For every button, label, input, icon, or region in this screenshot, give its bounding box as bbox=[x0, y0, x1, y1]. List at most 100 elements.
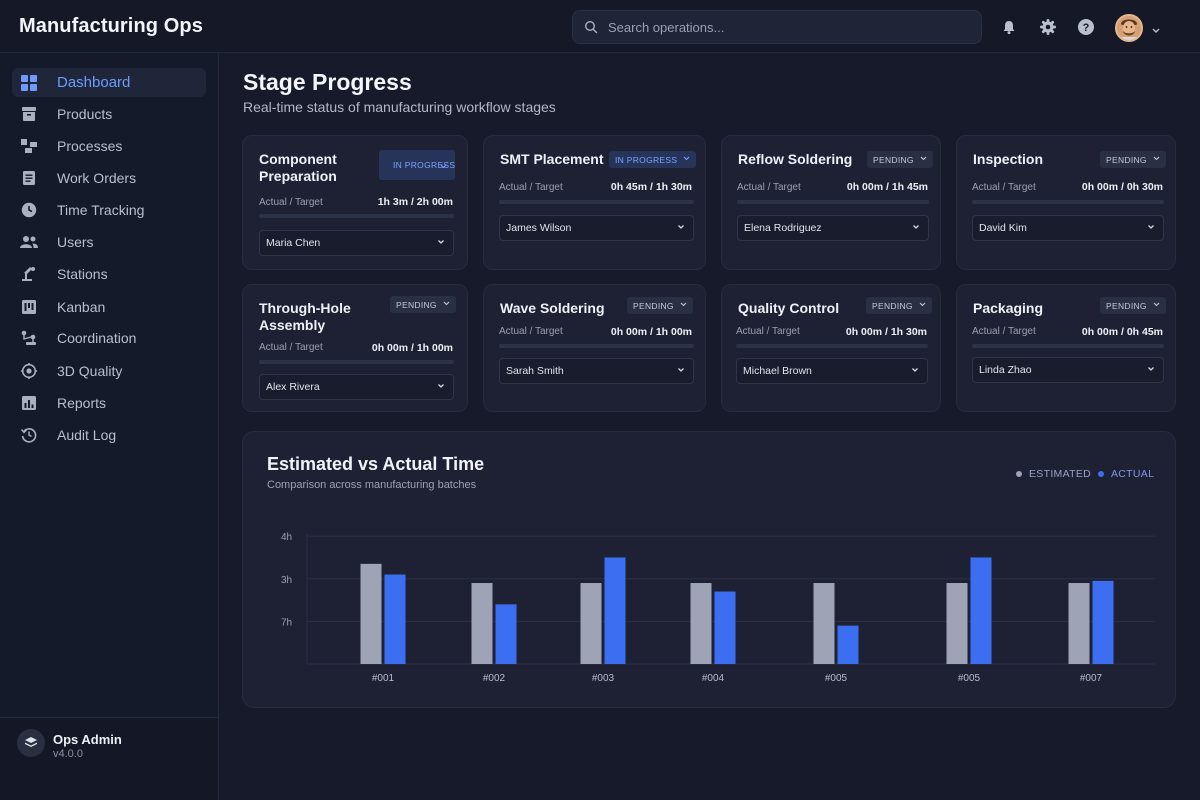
status-label: PENDING bbox=[1106, 300, 1147, 311]
bar-actual[interactable] bbox=[604, 557, 626, 664]
operator-select[interactable]: David Kim bbox=[972, 215, 1164, 241]
chevron-down-icon[interactable] bbox=[1151, 22, 1161, 40]
operator-select[interactable]: Alex Rivera bbox=[259, 374, 454, 400]
status-badge[interactable]: IN PROGRESS bbox=[609, 151, 697, 168]
bell-icon[interactable] bbox=[999, 17, 1019, 37]
top-bar: Manufacturing Ops ? bbox=[0, 0, 1200, 53]
status-badge[interactable]: PENDING bbox=[867, 151, 933, 168]
status-badge[interactable]: PENDING bbox=[866, 297, 932, 314]
sidebar-item-3d-quality[interactable]: 3D Quality bbox=[12, 356, 206, 385]
chevron-down-icon bbox=[680, 302, 687, 309]
stage-title: Packaging bbox=[973, 300, 1044, 316]
bar-estimated[interactable] bbox=[813, 583, 835, 664]
bar-chart: 4h 3h 7h #001 #002 #003 #004 #005 #005 #007 bbox=[281, 532, 1155, 684]
sidebar-item-kanban[interactable]: Kanban bbox=[12, 292, 206, 321]
bar-estimated[interactable] bbox=[580, 583, 602, 664]
sidebar-item-dashboard[interactable]: Dashboard bbox=[12, 68, 206, 97]
actual-target-value: 0h 45m / 1h 30m bbox=[610, 181, 692, 193]
chevron-down-icon bbox=[920, 156, 927, 163]
operator-select[interactable]: Elena Rodriguez bbox=[737, 215, 929, 241]
actual-target-value: 0h 00m / 0h 45m bbox=[1081, 326, 1163, 338]
clipboard-icon bbox=[20, 169, 38, 187]
stage-card: Inspection PENDING Actual / Target 0h 00… bbox=[956, 135, 1176, 270]
sidebar-item-reports[interactable]: Reports bbox=[12, 388, 206, 417]
operator-name: Michael Brown bbox=[743, 365, 812, 377]
operator-name: Sarah Smith bbox=[506, 365, 564, 377]
progress-track bbox=[737, 200, 929, 204]
stage-title: Through-Hole Assembly bbox=[259, 300, 351, 333]
progress-track bbox=[972, 200, 1164, 204]
chevron-down-icon bbox=[437, 381, 445, 393]
progress-track bbox=[259, 360, 454, 364]
sidebar-item-products[interactable]: Products bbox=[12, 99, 206, 128]
sidebar-item-coordination[interactable]: Coordination bbox=[12, 323, 206, 352]
status-badge[interactable]: IN PROGRESS bbox=[379, 150, 455, 180]
bar-actual[interactable] bbox=[495, 604, 517, 664]
operator-name: James Wilson bbox=[506, 222, 572, 234]
help-icon[interactable]: ? bbox=[1076, 17, 1096, 37]
progress-track bbox=[499, 344, 694, 348]
bar-actual[interactable] bbox=[714, 591, 736, 664]
search-box[interactable] bbox=[572, 10, 982, 44]
legend-dot-estimated bbox=[1016, 471, 1022, 477]
bar-estimated[interactable] bbox=[360, 563, 382, 664]
operator-select[interactable]: Maria Chen bbox=[259, 230, 454, 256]
quality-icon bbox=[20, 362, 38, 380]
actual-target-label: Actual / Target bbox=[972, 182, 1036, 193]
status-badge[interactable]: PENDING bbox=[390, 296, 456, 313]
actual-target-value: 0h 00m / 1h 00m bbox=[610, 326, 692, 338]
legend-estimated[interactable]: ESTIMATED bbox=[1016, 468, 1091, 480]
sidebar-item-label: Products bbox=[57, 105, 113, 122]
sidebar-item-time-tracking[interactable]: Time Tracking bbox=[12, 195, 206, 224]
search-input[interactable] bbox=[608, 19, 968, 35]
bar-actual[interactable] bbox=[837, 625, 859, 664]
sidebar-item-label: Audit Log bbox=[57, 426, 117, 443]
sidebar-item-users[interactable]: Users bbox=[12, 227, 206, 256]
bar-actual[interactable] bbox=[384, 574, 406, 664]
chevron-down-icon bbox=[919, 302, 926, 309]
sidebar-item-label: Time Tracking bbox=[57, 201, 145, 218]
actual-target-label: Actual / Target bbox=[499, 182, 563, 193]
history-icon bbox=[20, 426, 38, 444]
bar-estimated[interactable] bbox=[471, 583, 493, 664]
bar-actual[interactable] bbox=[970, 557, 992, 664]
operator-select[interactable]: Linda Zhao bbox=[972, 357, 1164, 383]
stage-title: Inspection bbox=[973, 151, 1044, 167]
status-label: PENDING bbox=[1106, 154, 1147, 165]
actual-target-label: Actual / Target bbox=[259, 342, 323, 353]
operator-select[interactable]: Sarah Smith bbox=[499, 358, 694, 384]
sidebar-item-label: Kanban bbox=[57, 298, 106, 315]
legend-actual[interactable]: ACTUAL bbox=[1098, 468, 1154, 480]
reports-icon bbox=[20, 394, 38, 412]
bar-estimated[interactable] bbox=[1068, 583, 1090, 664]
status-badge[interactable]: PENDING bbox=[627, 297, 693, 314]
actual-target-value: 0h 00m / 1h 00m bbox=[371, 342, 453, 354]
gear-icon[interactable] bbox=[1038, 17, 1058, 37]
sidebar-item-stations[interactable]: Stations bbox=[12, 259, 206, 288]
status-badge[interactable]: PENDING bbox=[1100, 151, 1166, 168]
actual-target-label: Actual / Target bbox=[737, 182, 801, 193]
progress-track bbox=[736, 344, 928, 348]
legend-label: ACTUAL bbox=[1111, 468, 1155, 480]
actual-target-label: Actual / Target bbox=[972, 326, 1036, 337]
sidebar-item-work-orders[interactable]: Work Orders bbox=[12, 163, 206, 192]
sidebar-item-processes[interactable]: Processes bbox=[12, 131, 206, 160]
sidebar-item-label: Reports bbox=[57, 394, 107, 411]
sidebar-item-label: Processes bbox=[57, 137, 123, 154]
sidebar-item-audit-log[interactable]: Audit Log bbox=[12, 420, 206, 449]
operator-select[interactable]: Michael Brown bbox=[736, 358, 928, 384]
bar-estimated[interactable] bbox=[946, 583, 968, 664]
status-badge[interactable]: PENDING bbox=[1100, 297, 1166, 314]
bar-actual[interactable] bbox=[1092, 580, 1114, 664]
kanban-icon bbox=[20, 298, 38, 316]
operator-select[interactable]: James Wilson bbox=[499, 215, 694, 241]
grid-icon bbox=[20, 74, 38, 92]
sidebar-item-label: Stations bbox=[57, 265, 108, 282]
chevron-down-icon bbox=[912, 222, 920, 234]
bar-estimated[interactable] bbox=[690, 583, 712, 664]
chevron-down-icon bbox=[677, 365, 685, 377]
progress-track bbox=[259, 214, 454, 218]
user-avatar[interactable] bbox=[1115, 14, 1143, 42]
sidebar-item-label: Dashboard bbox=[57, 74, 131, 91]
x-tick-label: #007 bbox=[1080, 673, 1103, 684]
